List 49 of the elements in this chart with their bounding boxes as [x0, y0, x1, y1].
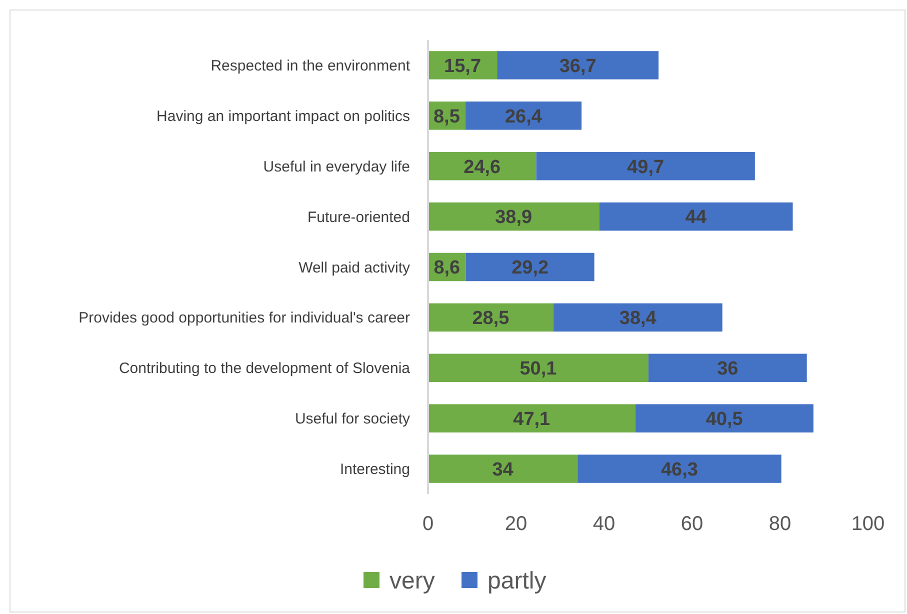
data-label: 34	[492, 459, 514, 480]
y-tick-label: Respected in the environment	[210, 57, 411, 74]
data-label: 8,5	[433, 106, 460, 128]
x-tick-label: 20	[504, 513, 528, 535]
x-tick-label: 100	[851, 513, 885, 535]
x-tick-label: 80	[768, 513, 792, 535]
data-label: 26,4	[504, 106, 542, 128]
bar	[428, 303, 554, 332]
data-label: 46,3	[660, 459, 698, 480]
data-label: 50,1	[520, 358, 558, 380]
data-label: 49,7	[627, 156, 664, 178]
data-label: 47,1	[513, 408, 551, 430]
y-tick-label: Useful in everyday life	[263, 158, 410, 176]
data-label: 29,2	[512, 258, 549, 279]
legend-label: partly	[488, 567, 546, 594]
y-tick-label: Contributing to the development of Slovenia	[118, 360, 411, 378]
bar	[553, 303, 722, 332]
x-tick-label: 60	[680, 513, 704, 535]
data-label: 24,6	[464, 156, 501, 178]
data-label: 38,4	[619, 308, 657, 330]
bar	[428, 404, 636, 432]
data-label: 40,5	[706, 408, 744, 430]
data-label: 38,9	[495, 207, 532, 228]
bar	[428, 354, 648, 382]
bar	[578, 454, 782, 483]
bar	[648, 354, 807, 382]
y-tick-label: Provides good opportunities for individual's career	[78, 310, 410, 327]
y-tick-label: Having an important impact on politics	[156, 108, 410, 125]
y-tick-label: Useful for society	[294, 410, 410, 428]
data-label: 36	[717, 358, 738, 380]
data-label: 28,5	[472, 308, 510, 330]
y-tick-label: Interesting	[340, 461, 410, 478]
data-label: 36,7	[559, 56, 596, 77]
data-label: 8,6	[434, 258, 460, 279]
bar	[599, 202, 793, 231]
y-tick-label: Future-oriented	[307, 208, 410, 226]
bar	[635, 404, 814, 432]
x-tick-label: 40	[592, 513, 616, 535]
x-tick-label: 0	[422, 513, 434, 535]
legend-label: very	[390, 567, 435, 594]
bar	[536, 152, 755, 180]
bar	[497, 51, 659, 80]
bar	[466, 252, 594, 282]
bar	[428, 454, 578, 483]
y-tick-label: Well paid activity	[298, 259, 410, 276]
data-label: 15,7	[444, 56, 482, 77]
bar	[465, 102, 582, 130]
data-label: 44	[685, 207, 707, 228]
bar	[428, 202, 600, 231]
